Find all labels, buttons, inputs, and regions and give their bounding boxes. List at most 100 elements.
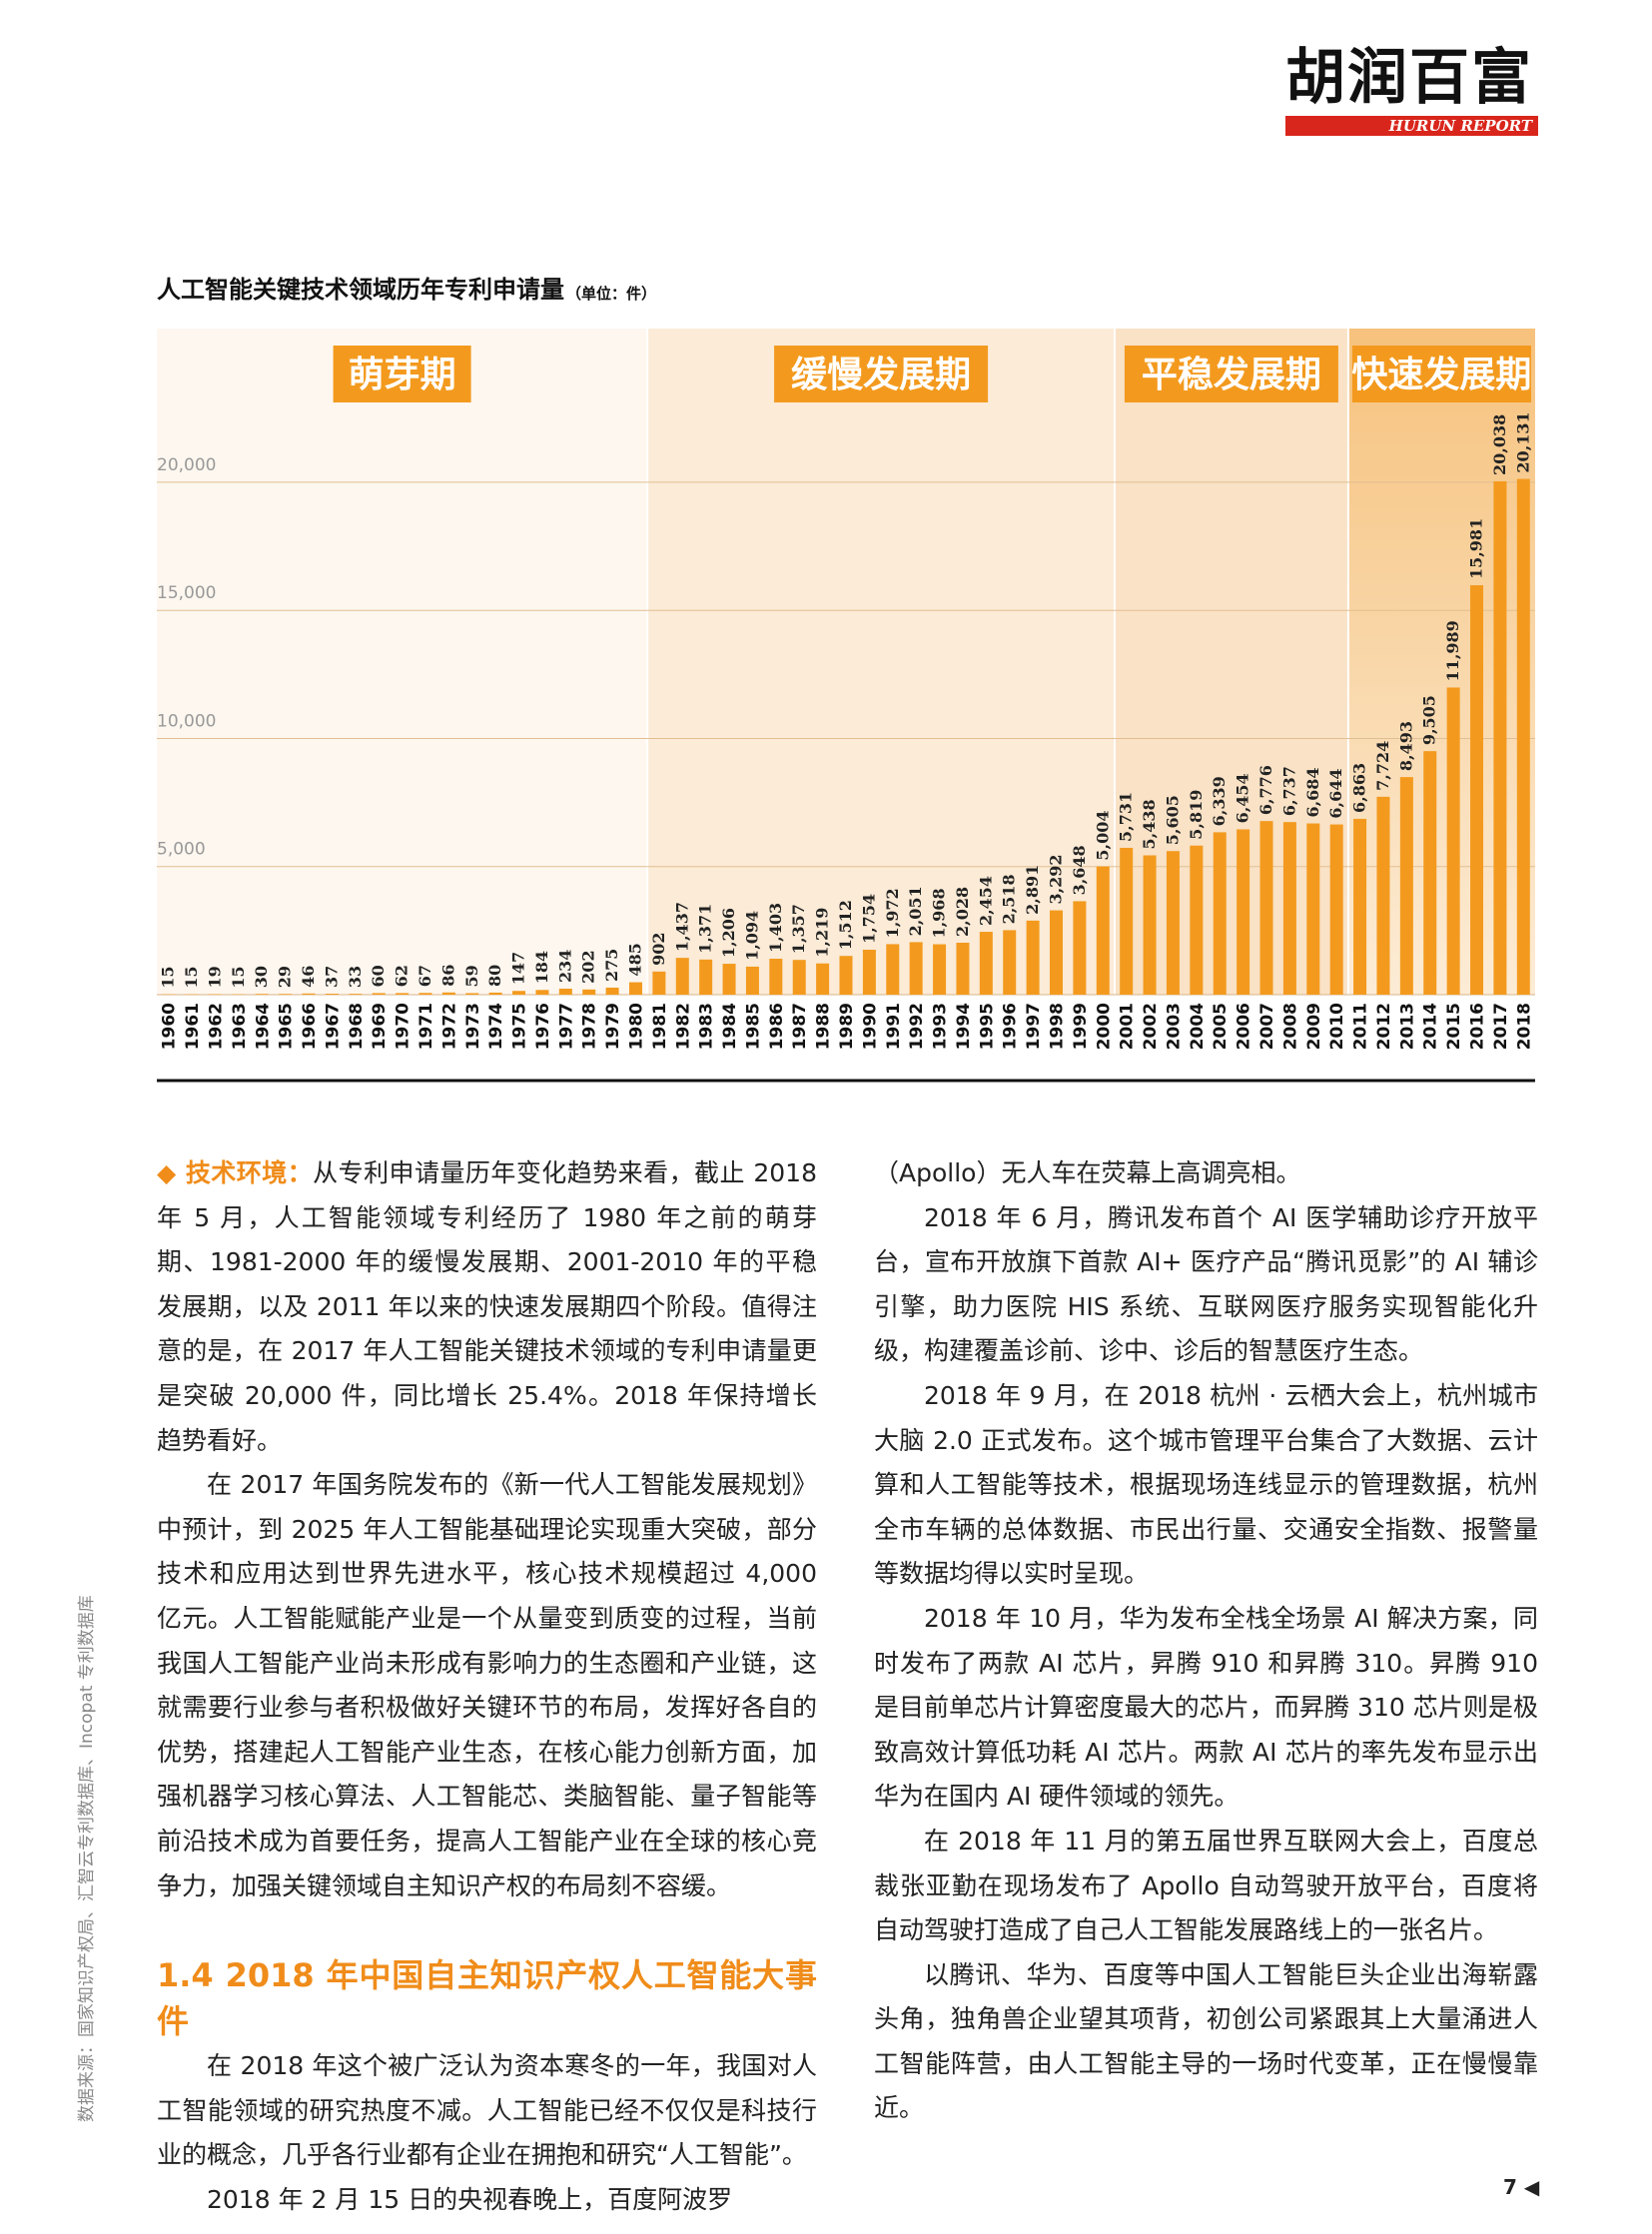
phase-band — [647, 329, 1115, 995]
value-label: 1,512 — [836, 900, 855, 950]
section-heading: 1.4 2018 年中国自主知识产权人工智能大事件 — [157, 1956, 817, 2041]
x-tick-label: 1998 — [1048, 1003, 1068, 1050]
x-tick-label: 2005 — [1211, 1003, 1231, 1050]
x-tick-label: 1969 — [370, 1003, 390, 1050]
paragraph: 在 2018 年 11 月的第五届世界互联网大会上，百度总裁张亚勤在现场发布了 … — [874, 1826, 1538, 1945]
bar — [512, 991, 526, 995]
bar — [1493, 480, 1507, 995]
bar — [1516, 478, 1530, 996]
x-tick-label: 2018 — [1514, 1003, 1534, 1050]
value-label: 15 — [159, 966, 178, 988]
bar — [441, 992, 455, 995]
logo-en: HURUN REPORT — [1285, 116, 1538, 136]
right-column: （Apollo）无人车在荧幕上高调亮相。 2018 年 6 月，腾讯发布首个 A… — [874, 1151, 1538, 2131]
value-label: 8,493 — [1396, 721, 1415, 771]
bar — [933, 944, 947, 995]
x-tick-label: 1996 — [1001, 1003, 1021, 1050]
x-tick-label: 2014 — [1421, 1003, 1441, 1050]
chart-title: 人工智能关键技术领域历年专利申请量 — [157, 276, 564, 304]
bar — [582, 989, 596, 995]
x-tick-label: 2004 — [1188, 1003, 1208, 1050]
value-label: 6,863 — [1350, 763, 1369, 813]
x-tick-label: 2011 — [1351, 1003, 1371, 1050]
value-label: 1,357 — [789, 904, 808, 954]
x-tick-label: 1973 — [463, 1003, 483, 1050]
x-tick-label: 1992 — [907, 1003, 927, 1050]
bar — [1282, 822, 1296, 995]
phase-label: 快速发展期 — [1351, 355, 1531, 395]
bar — [1306, 823, 1320, 995]
value-label: 6,644 — [1326, 768, 1345, 818]
bar — [1026, 920, 1040, 995]
value-label: 1,219 — [813, 908, 832, 958]
bar — [1166, 851, 1180, 995]
value-label: 234 — [555, 950, 574, 983]
value-label: 60 — [369, 965, 388, 987]
x-tick-label: 1967 — [323, 1003, 343, 1050]
value-label: 275 — [602, 949, 621, 982]
bar — [302, 993, 316, 995]
value-label: 37 — [322, 966, 341, 988]
x-tick-label: 1983 — [697, 1003, 717, 1050]
x-tick-label: 1964 — [253, 1003, 273, 1050]
x-tick-label: 1993 — [931, 1003, 951, 1050]
value-label: 67 — [415, 965, 434, 987]
value-label: 6,776 — [1256, 765, 1275, 815]
bar — [279, 994, 293, 995]
page-number: 7 — [1503, 2175, 1517, 2199]
value-label: 6,737 — [1279, 766, 1298, 816]
paragraph: 2018 年 2 月 15 日的央视春晚上，百度阿波罗 — [207, 2184, 733, 2214]
bar — [1237, 829, 1250, 995]
bar — [1120, 847, 1134, 995]
value-label: 1,094 — [742, 911, 761, 961]
x-tick-label: 2003 — [1164, 1003, 1184, 1050]
bar — [979, 932, 993, 995]
bar — [769, 959, 783, 995]
phase-label-box — [1124, 346, 1338, 402]
value-label: 15,981 — [1467, 518, 1486, 579]
x-tick-label: 1971 — [416, 1003, 436, 1050]
lead: ◆ 技术环境： — [157, 1158, 314, 1187]
value-label: 5,819 — [1187, 790, 1206, 840]
value-label: 1,437 — [672, 902, 691, 952]
phase-label: 平稳发展期 — [1142, 355, 1321, 395]
value-label: 2,891 — [1023, 865, 1042, 915]
x-tick-label: 2009 — [1304, 1003, 1324, 1050]
paragraph: 在 2017 年国务院发布的《新一代人工智能发展规划》中预计，到 2025 年人… — [157, 1470, 817, 1900]
x-tick-label: 1962 — [206, 1003, 226, 1050]
bar — [909, 942, 923, 995]
bar — [418, 993, 432, 995]
bar — [1446, 687, 1460, 995]
paragraph: 以腾讯、华为、百度等中国人工智能巨头企业出海崭露头角，独角兽企业望其项背，初创公… — [874, 1959, 1538, 2123]
x-tick-label: 1989 — [837, 1003, 857, 1050]
value-label: 184 — [532, 951, 551, 984]
x-tick-label: 1984 — [720, 1003, 740, 1050]
bar — [396, 993, 410, 995]
bar — [1096, 866, 1110, 995]
x-tick-label: 1994 — [954, 1003, 974, 1050]
paragraph: ◆ 技术环境：从专利申请量历年变化趋势来看，截止 2018 年 5 月，人工智能… — [157, 1151, 817, 1463]
bar — [862, 950, 876, 995]
value-label: 6,339 — [1210, 776, 1229, 826]
x-tick-label: 1995 — [977, 1003, 997, 1050]
value-label: 2,028 — [953, 887, 972, 937]
value-label: 2,454 — [976, 876, 995, 926]
bar — [1213, 832, 1227, 995]
y-tick-label: 5,000 — [157, 840, 206, 860]
bar — [535, 990, 549, 995]
x-tick-label: 1965 — [277, 1003, 297, 1050]
paragraph: （Apollo）无人车在荧幕上高调亮相。 — [874, 1158, 1301, 1187]
bar — [1353, 818, 1367, 995]
value-label: 147 — [509, 952, 528, 985]
value-label: 46 — [299, 966, 318, 988]
value-label: 6,684 — [1303, 767, 1322, 817]
value-label: 15 — [229, 966, 248, 988]
y-tick-label: 10,000 — [157, 711, 216, 731]
arrow-icon: ◀ — [1523, 2175, 1540, 2199]
bar — [1329, 824, 1343, 995]
x-tick-label: 2013 — [1397, 1003, 1417, 1050]
bar — [1143, 855, 1157, 995]
value-label: 2,051 — [906, 886, 925, 936]
value-label: 902 — [649, 932, 668, 965]
